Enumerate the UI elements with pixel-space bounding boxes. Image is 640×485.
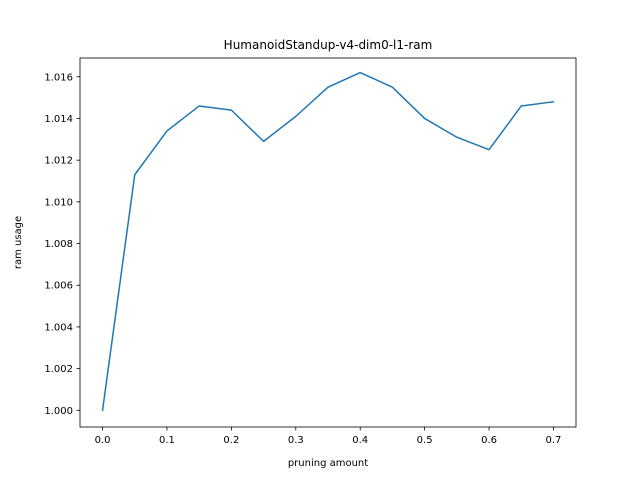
x-axis-label: pruning amount — [288, 458, 368, 469]
y-tick-label: 1.004 — [44, 322, 73, 333]
chart-title: HumanoidStandup-v4-dim0-l1-ram — [224, 38, 433, 52]
y-tick-label: 1.014 — [44, 114, 73, 125]
y-tick-label: 1.012 — [44, 156, 73, 167]
x-tick-label: 0.6 — [481, 435, 497, 446]
x-tick-label: 0.7 — [546, 435, 562, 446]
y-tick-label: 1.000 — [44, 406, 73, 417]
axes-frame — [79, 57, 577, 428]
y-tick-label: 1.010 — [44, 197, 73, 208]
x-tick-label: 0.1 — [159, 435, 175, 446]
x-tick-label: 0.0 — [95, 435, 111, 446]
x-tick-label: 0.2 — [223, 435, 239, 446]
y-tick-label: 1.008 — [44, 239, 73, 250]
series-line — [101, 71, 555, 412]
x-tick-label: 0.4 — [352, 435, 368, 446]
y-axis-label: ram usage — [13, 216, 24, 269]
y-tick-label: 1.006 — [44, 281, 73, 292]
plot-area — [101, 71, 555, 412]
x-tick-label: 0.5 — [417, 435, 433, 446]
y-axis: 1.000 1.002 1.004 1.006 1.008 1.010 1.012 1.014… — [44, 72, 80, 417]
y-tick-label: 1.016 — [44, 72, 73, 83]
x-tick-label: 0.3 — [288, 435, 304, 446]
x-axis: 0.0 0.1 0.2 0.3 0.4 0.5 0.6 0.7 — [95, 427, 562, 446]
y-tick-label: 1.002 — [44, 364, 73, 375]
